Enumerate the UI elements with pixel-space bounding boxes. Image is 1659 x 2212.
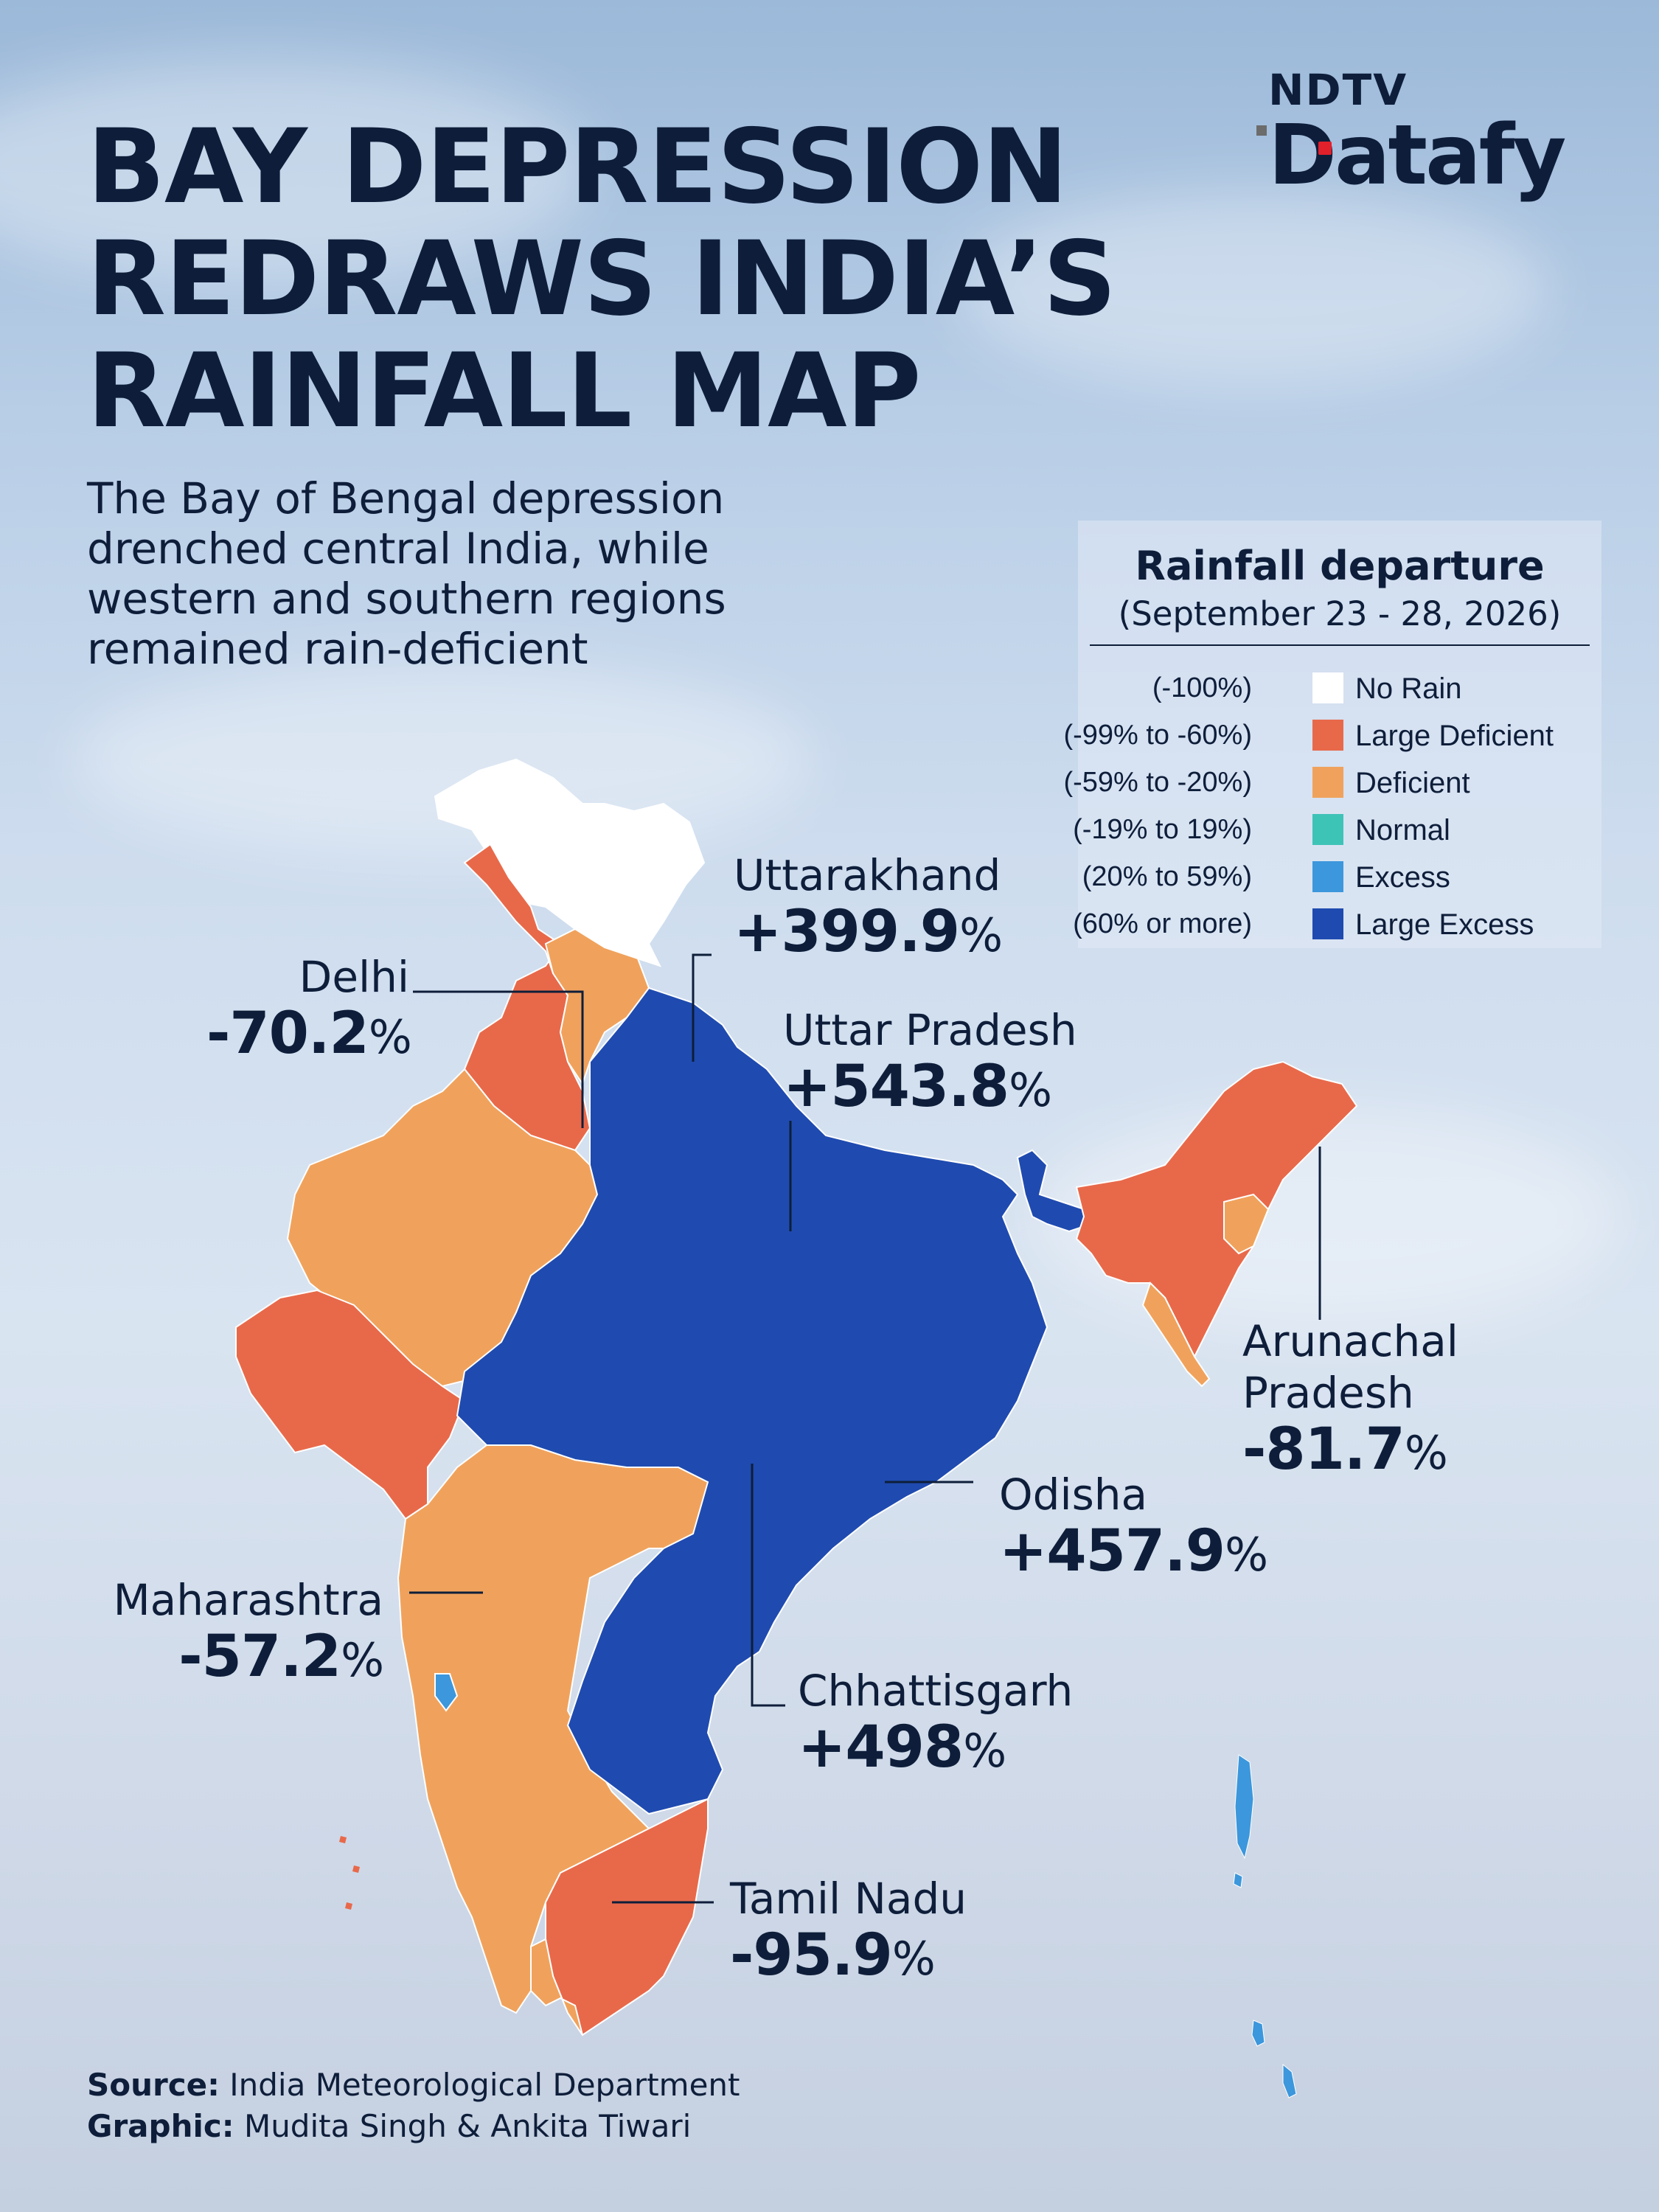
subtitle-line-3: western and southern regions xyxy=(87,574,726,624)
legend-label: Large Deficient xyxy=(1355,720,1554,752)
legend-label: Normal xyxy=(1355,814,1450,846)
legend-range: (-99% to -60%) xyxy=(1063,720,1252,751)
label-maharashtra: Maharashtra -57.2% xyxy=(74,1574,384,1691)
subtitle-line-4: remained rain-deficient xyxy=(87,624,588,674)
region-name: Maharashtra xyxy=(113,1575,383,1625)
logo-square-mark xyxy=(1256,125,1267,136)
ndtv-datafy-logo: NDTV Datafy xyxy=(1256,65,1593,212)
region-value: +399.9% xyxy=(734,899,1003,965)
region-lakshadweep xyxy=(339,1836,360,1910)
callout-line-uttarakhand xyxy=(692,953,712,1062)
region-uttarakhand-adjacent xyxy=(544,928,650,1086)
region-name: Chhattisgarh xyxy=(798,1666,1074,1716)
legend-swatch xyxy=(1312,720,1343,751)
legend-subtitle: (September 23 - 28, 2026) xyxy=(1118,594,1562,633)
region-name-line-1: Arunachal xyxy=(1242,1316,1458,1366)
label-uttar-pradesh: Uttar Pradesh +543.8% xyxy=(783,1004,1077,1121)
region-name: Odisha xyxy=(999,1470,1148,1520)
legend-swatch xyxy=(1312,908,1343,939)
legend-item: (-19% to 19%) Normal xyxy=(1073,810,1601,846)
legend-range: (-59% to -20%) xyxy=(1063,767,1252,798)
region-value: +498% xyxy=(798,1714,1006,1781)
legend-label: Excess xyxy=(1355,861,1450,894)
logo-bottom-text: Datafy xyxy=(1268,108,1566,204)
region-kerala-tip xyxy=(530,1938,583,2036)
title-line-1: BAY DEPRESSION xyxy=(87,107,1068,226)
subtitle-line-1: The Bay of Bengal depression xyxy=(87,473,725,524)
legend-range: (-100%) xyxy=(1152,672,1252,703)
region-value: +543.8% xyxy=(783,1054,1052,1120)
source-text: India Meteorological Department xyxy=(229,2067,740,2103)
region-meghalaya xyxy=(1223,1193,1270,1255)
region-central-large-excess xyxy=(456,987,1048,1815)
region-value: -95.9% xyxy=(730,1922,936,1989)
label-arunachal-pradesh: Arunachal Pradesh -81.7% xyxy=(1242,1315,1458,1484)
callout-line-delhi xyxy=(413,990,584,1128)
label-chhattisgarh: Chhattisgarh +498% xyxy=(798,1665,1073,1782)
region-value: -57.2% xyxy=(178,1624,384,1690)
region-name: Uttar Pradesh xyxy=(783,1005,1077,1055)
region-name: Tamil Nadu xyxy=(730,1874,967,1924)
label-delhi: Delhi -70.2% xyxy=(206,951,412,1068)
source-label: Source: xyxy=(87,2067,220,2103)
region-andaman-nicobar xyxy=(1233,1754,1297,2098)
region-name: Uttarakhand xyxy=(734,850,1001,900)
legend-label: Large Excess xyxy=(1355,908,1534,941)
cloud-decoration xyxy=(959,192,1548,383)
legend-item: (60% or more) Large Excess xyxy=(1073,904,1601,941)
legend-label: Deficient xyxy=(1355,767,1470,799)
cloud-decoration xyxy=(0,59,590,280)
label-odisha: Odisha +457.9% xyxy=(999,1469,1268,1586)
logo-red-dot xyxy=(1318,142,1332,155)
legend-item: (-100%) No Rain xyxy=(1078,668,1601,705)
region-north-east xyxy=(1075,1060,1358,1359)
region-name: Delhi xyxy=(299,952,409,1002)
map-legend: Rainfall departure (September 23 - 28, 2… xyxy=(1063,521,1601,948)
title-line-3: RAINFALL MAP xyxy=(87,331,922,451)
legend-swatch xyxy=(1312,861,1343,892)
source-line: Source: India Meteorological Department xyxy=(87,2065,740,2106)
label-tamil-nadu: Tamil Nadu -95.9% xyxy=(730,1873,967,1990)
callout-lines xyxy=(409,953,1321,1904)
legend-swatch xyxy=(1312,672,1343,703)
page-title: BAY DEPRESSION REDRAWS INDIA’S RAINFALL … xyxy=(87,111,1116,447)
region-value: -70.2% xyxy=(206,1001,412,1067)
graphic-text: Mudita Singh & Ankita Tiwari xyxy=(243,2108,692,2144)
legend-title: Rainfall departure xyxy=(1135,543,1545,589)
logo-top-text: NDTV xyxy=(1268,65,1408,115)
legend-item: (20% to 59%) Excess xyxy=(1078,857,1601,894)
region-name-line-2: Pradesh xyxy=(1242,1368,1414,1418)
legend-divider xyxy=(1090,644,1590,646)
callout-line-chhattisgarh xyxy=(751,1464,785,1707)
legend-item: (-59% to -20%) Deficient xyxy=(1063,762,1601,799)
region-goa xyxy=(434,1673,459,1712)
source-credits: Source: India Meteorological Department … xyxy=(87,2065,740,2147)
region-value: +457.9% xyxy=(999,1518,1268,1585)
title-line-2: REDRAWS INDIA’S xyxy=(87,219,1116,338)
legend-range: (-19% to 19%) xyxy=(1073,814,1252,845)
legend-range: (60% or more) xyxy=(1073,908,1252,939)
legend-label: No Rain xyxy=(1355,672,1462,705)
legend-range: (20% to 59%) xyxy=(1082,861,1252,892)
legend-swatch xyxy=(1312,767,1343,798)
legend-item: (-99% to -60%) Large Deficient xyxy=(1063,715,1601,752)
region-value: -81.7% xyxy=(1242,1416,1448,1483)
subtitle-line-2: drenched central India, while xyxy=(87,524,709,574)
graphic-label: Graphic: xyxy=(87,2108,234,2144)
region-tripura-mizoram xyxy=(1141,1281,1211,1388)
graphic-line: Graphic: Mudita Singh & Ankita Tiwari xyxy=(87,2106,740,2147)
page-subtitle: The Bay of Bengal depression drenched ce… xyxy=(87,473,957,674)
label-uttarakhand: Uttarakhand +399.9% xyxy=(734,849,1003,967)
region-gujarat xyxy=(235,1289,466,1520)
legend-swatch xyxy=(1312,814,1343,845)
